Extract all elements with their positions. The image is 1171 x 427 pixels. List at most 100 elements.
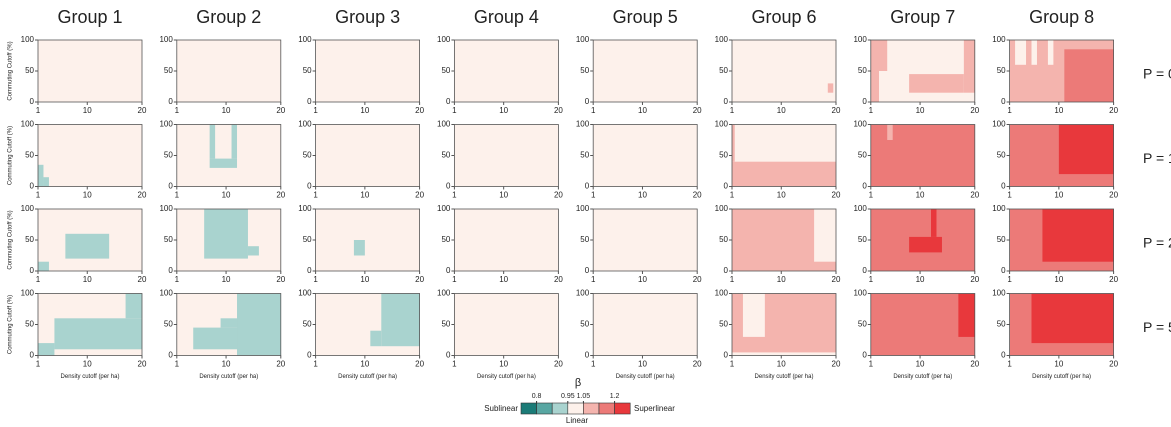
x-tick-label: 20 xyxy=(970,191,979,200)
y-tick-label: 0 xyxy=(585,182,590,191)
heat-region xyxy=(963,40,975,93)
x-tick-label: 1 xyxy=(313,360,318,369)
x-tick-label: 1 xyxy=(1007,106,1012,115)
x-tick-label: 10 xyxy=(499,360,508,369)
legend-tick-label: 1.05 xyxy=(577,393,591,400)
panel-background xyxy=(454,293,559,356)
x-tick-label: 1 xyxy=(36,191,41,200)
heat-region xyxy=(732,261,836,271)
x-tick-label: 20 xyxy=(415,106,424,115)
heat-region xyxy=(827,83,834,93)
panel-background xyxy=(454,209,559,271)
legend-tick-label: 1.2 xyxy=(610,393,620,400)
x-tick-label: 1 xyxy=(452,191,457,200)
y-tick-label: 0 xyxy=(1001,182,1006,191)
y-tick-label: 0 xyxy=(862,182,867,191)
column-title: Group 1 xyxy=(57,7,122,27)
y-tick-label: 100 xyxy=(992,120,1006,129)
panel-background xyxy=(315,209,420,271)
x-axis-label: Density cutoff (per ha) xyxy=(199,374,258,380)
y-tick-label: 50 xyxy=(303,66,312,75)
y-tick-label: 100 xyxy=(159,120,173,129)
y-tick-label: 0 xyxy=(168,97,173,106)
x-tick-label: 10 xyxy=(916,275,925,284)
y-tick-label: 0 xyxy=(446,266,451,275)
row-label: P = 20 xyxy=(1143,235,1171,251)
heat-region xyxy=(247,246,259,256)
heat-region xyxy=(125,293,142,319)
x-tick-label: 10 xyxy=(83,360,92,369)
y-tick-label: 0 xyxy=(307,182,312,191)
x-tick-label: 1 xyxy=(730,360,735,369)
panel-background xyxy=(176,124,281,187)
x-tick-label: 10 xyxy=(83,106,92,115)
x-tick-label: 10 xyxy=(499,106,508,115)
legend-swatch xyxy=(567,402,584,415)
x-axis-label: Density cutoff (per ha) xyxy=(338,374,397,380)
x-tick-label: 20 xyxy=(554,360,563,369)
y-tick-label: 0 xyxy=(446,97,451,106)
x-tick-label: 1 xyxy=(36,106,41,115)
panel-background xyxy=(593,40,698,102)
y-tick-label: 0 xyxy=(585,266,590,275)
y-tick-label: 100 xyxy=(853,204,867,213)
heat-region xyxy=(732,124,735,162)
heat-region xyxy=(38,261,49,271)
x-tick-label: 1 xyxy=(452,275,457,284)
x-tick-label: 20 xyxy=(138,106,147,115)
y-tick-label: 0 xyxy=(30,97,35,106)
y-tick-label: 0 xyxy=(446,351,451,360)
y-axis-label: Commuting Cutoff (%) xyxy=(8,295,14,354)
x-tick-label: 20 xyxy=(138,275,147,284)
heat-region xyxy=(1031,40,1037,65)
y-tick-label: 0 xyxy=(307,97,312,106)
heat-region xyxy=(204,209,248,259)
y-tick-label: 50 xyxy=(580,235,589,244)
heat-region xyxy=(381,293,420,347)
heat-region xyxy=(54,318,142,350)
y-tick-label: 50 xyxy=(719,235,728,244)
y-tick-label: 0 xyxy=(724,266,729,275)
x-tick-label: 20 xyxy=(832,191,841,200)
legend-title: β xyxy=(575,377,581,389)
legend-low: Sublinear xyxy=(484,404,518,413)
x-tick-label: 1 xyxy=(36,360,41,369)
x-tick-label: 10 xyxy=(916,106,925,115)
x-tick-label: 10 xyxy=(916,360,925,369)
y-tick-label: 100 xyxy=(437,204,451,213)
y-tick-label: 100 xyxy=(992,289,1006,298)
x-tick-label: 10 xyxy=(1054,106,1063,115)
y-tick-label: 50 xyxy=(997,235,1006,244)
y-tick-label: 100 xyxy=(159,35,173,44)
x-axis-label: Density cutoff (per ha) xyxy=(755,374,814,380)
panel-background xyxy=(38,124,142,187)
y-tick-label: 50 xyxy=(25,151,34,160)
x-axis-label: Density cutoff (per ha) xyxy=(1032,374,1091,380)
panel-background xyxy=(593,293,698,356)
column-title: Group 2 xyxy=(196,7,261,27)
y-tick-label: 100 xyxy=(437,35,451,44)
heat-region xyxy=(38,164,44,187)
row-label: P = 50 xyxy=(1143,319,1171,335)
y-tick-label: 0 xyxy=(307,351,312,360)
legend-high: Superlinear xyxy=(634,404,675,413)
x-tick-label: 10 xyxy=(360,360,369,369)
y-axis-label: Commuting Cutoff (%) xyxy=(8,126,14,185)
y-tick-label: 50 xyxy=(25,320,34,329)
heat-region xyxy=(237,293,281,356)
y-tick-label: 100 xyxy=(853,35,867,44)
x-tick-label: 1 xyxy=(869,191,874,200)
x-tick-label: 20 xyxy=(832,275,841,284)
y-tick-label: 100 xyxy=(576,35,590,44)
y-tick-label: 100 xyxy=(715,120,729,129)
y-tick-label: 100 xyxy=(853,120,867,129)
legend-mid: Linear xyxy=(566,416,589,425)
y-tick-label: 50 xyxy=(580,320,589,329)
heat-region xyxy=(38,343,55,356)
x-tick-label: 20 xyxy=(138,360,147,369)
column-title: Group 5 xyxy=(613,7,678,27)
x-tick-label: 1 xyxy=(730,191,735,200)
heat-region xyxy=(209,124,216,159)
x-tick-label: 1 xyxy=(591,360,596,369)
x-tick-label: 1 xyxy=(591,275,596,284)
